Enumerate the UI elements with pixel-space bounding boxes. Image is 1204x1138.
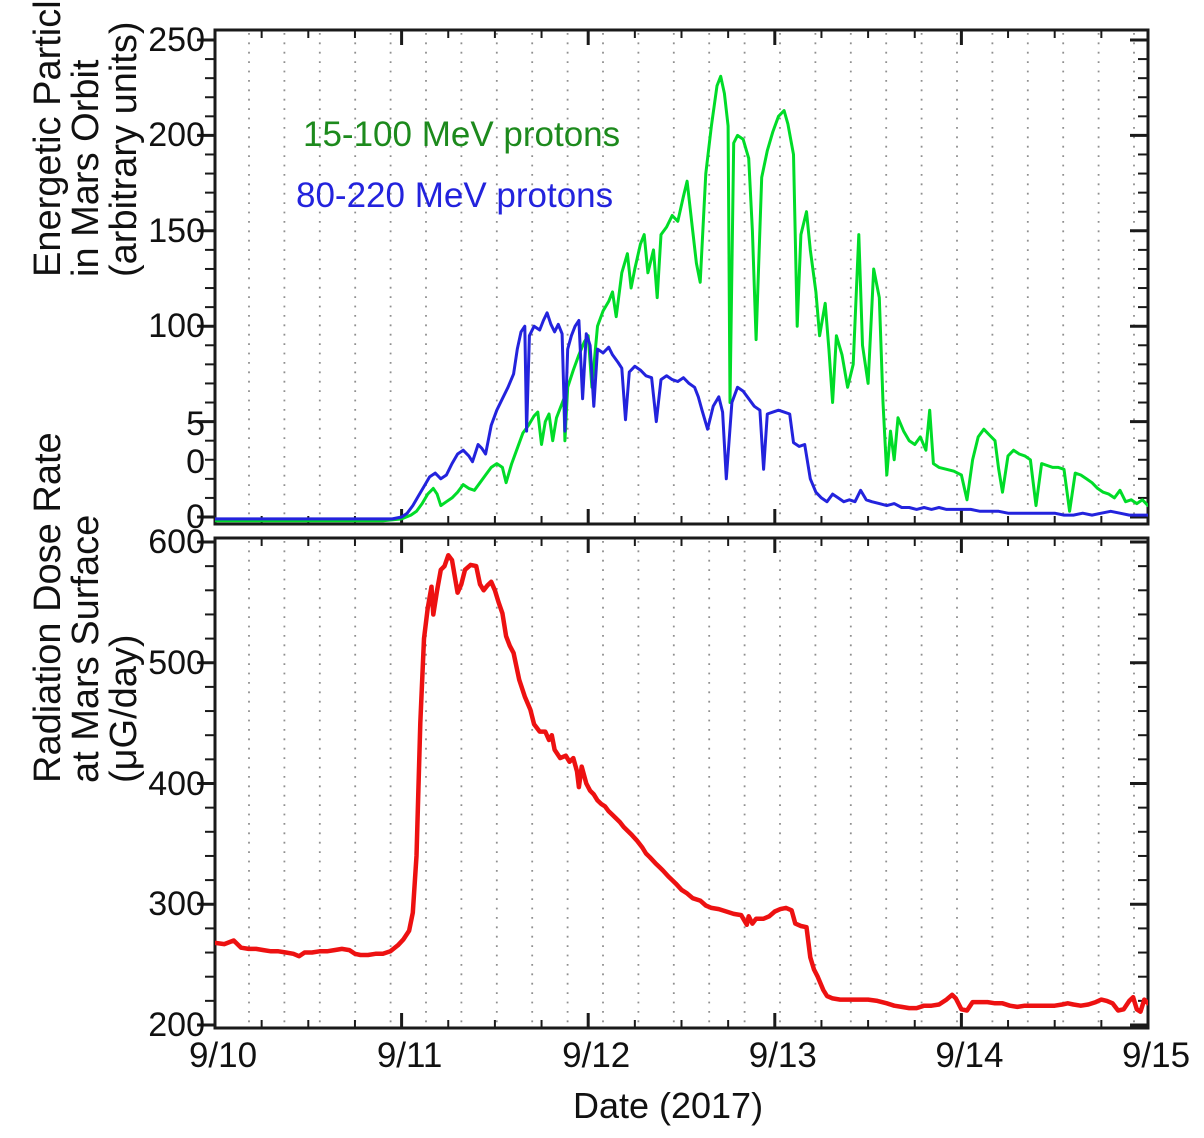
bottom-y-tick-label: 300 [148,885,205,924]
top-y-tick-label: 100 [148,307,205,346]
legend-entry-15-100-mev: 15-100 MeV protons [303,115,621,154]
x-axis-title: Date (2017) [572,1085,764,1126]
top-y-tick-label: 150 [148,211,205,250]
bottom-y-tick-label: 600 [148,522,205,561]
top-y-tick-label: 0 [186,497,205,536]
series-80-220-mev-protons [215,311,1148,521]
x-tick-label: 9/11 [376,1036,443,1075]
x-tick-label: 9/13 [748,1036,817,1075]
series-15-100-mev-protons [215,74,1148,523]
bottom-y-tick-label: 400 [148,764,205,803]
x-tick-label: 9/15 [1121,1036,1191,1075]
top-y-tick-label: 200 [148,116,205,155]
top-plot-area [213,28,1150,526]
x-tick-label: 9/12 [562,1036,631,1075]
bottom-y-tick-label: 500 [148,643,205,682]
bottom-y-tick-label: 200 [148,1005,205,1044]
top-y-tick-label: 250 [148,20,205,59]
x-tick-label: 9/14 [935,1036,1004,1075]
legend-entry-80-220-mev: 80-220 MeV protons [296,176,614,215]
x-tick-label: 9/10 [188,1036,258,1075]
top-y-tick-label: 5 0 [186,404,205,481]
series-rad-surface-dose-rate [215,553,1148,1014]
